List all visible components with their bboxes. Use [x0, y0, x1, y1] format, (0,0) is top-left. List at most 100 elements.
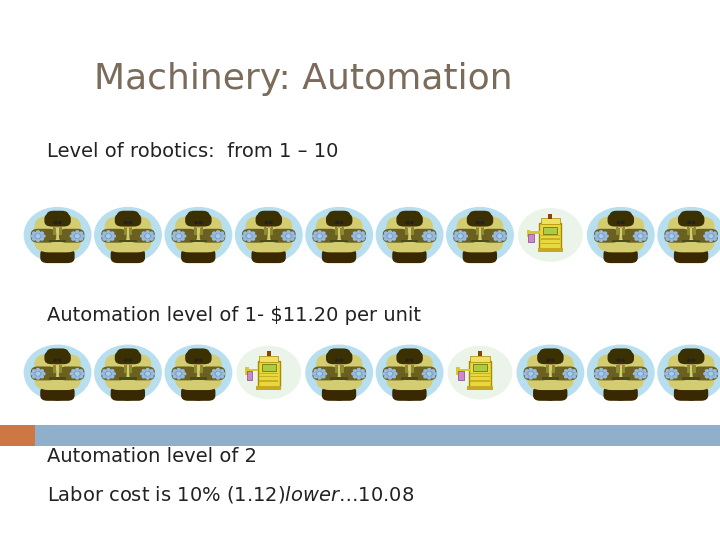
FancyBboxPatch shape	[42, 237, 63, 260]
Ellipse shape	[24, 345, 91, 400]
Ellipse shape	[544, 356, 557, 364]
FancyBboxPatch shape	[45, 351, 71, 364]
Circle shape	[248, 235, 251, 238]
Circle shape	[706, 232, 708, 234]
Circle shape	[140, 373, 143, 375]
Circle shape	[666, 376, 669, 378]
Circle shape	[634, 235, 636, 237]
Circle shape	[363, 373, 366, 375]
Circle shape	[72, 370, 75, 372]
Circle shape	[54, 359, 57, 361]
Circle shape	[599, 373, 603, 375]
Circle shape	[177, 373, 181, 375]
Circle shape	[432, 376, 435, 378]
Circle shape	[357, 239, 360, 241]
FancyBboxPatch shape	[114, 351, 141, 364]
Circle shape	[667, 232, 677, 240]
Ellipse shape	[122, 356, 134, 364]
FancyBboxPatch shape	[403, 386, 427, 401]
FancyBboxPatch shape	[456, 369, 469, 372]
Circle shape	[432, 232, 435, 234]
FancyBboxPatch shape	[259, 381, 279, 382]
Circle shape	[432, 238, 435, 240]
Circle shape	[143, 232, 145, 234]
Circle shape	[107, 231, 109, 233]
Ellipse shape	[165, 207, 232, 262]
Ellipse shape	[95, 207, 161, 262]
Circle shape	[644, 373, 647, 375]
Circle shape	[595, 376, 598, 378]
FancyBboxPatch shape	[122, 248, 145, 263]
FancyBboxPatch shape	[125, 363, 130, 366]
Circle shape	[464, 235, 467, 237]
Circle shape	[253, 235, 256, 237]
Circle shape	[674, 376, 677, 378]
Circle shape	[455, 232, 465, 240]
Circle shape	[111, 232, 114, 234]
FancyBboxPatch shape	[612, 240, 630, 242]
FancyBboxPatch shape	[185, 213, 212, 226]
Circle shape	[428, 373, 431, 375]
Circle shape	[600, 368, 603, 370]
Circle shape	[58, 359, 61, 361]
Circle shape	[354, 238, 356, 240]
Circle shape	[220, 238, 223, 240]
FancyBboxPatch shape	[35, 354, 81, 390]
FancyBboxPatch shape	[678, 351, 704, 364]
Circle shape	[666, 238, 669, 240]
FancyBboxPatch shape	[266, 225, 271, 228]
Circle shape	[222, 373, 225, 375]
Circle shape	[71, 235, 73, 237]
FancyBboxPatch shape	[615, 248, 638, 263]
Circle shape	[111, 376, 114, 378]
Circle shape	[111, 238, 114, 240]
Circle shape	[670, 235, 673, 238]
FancyBboxPatch shape	[251, 248, 275, 263]
Circle shape	[172, 235, 175, 237]
FancyBboxPatch shape	[464, 237, 485, 260]
Circle shape	[410, 359, 413, 361]
FancyBboxPatch shape	[605, 374, 626, 398]
Circle shape	[102, 235, 104, 237]
Circle shape	[666, 370, 669, 372]
FancyBboxPatch shape	[474, 237, 496, 260]
FancyBboxPatch shape	[46, 211, 69, 225]
Circle shape	[72, 376, 75, 378]
FancyBboxPatch shape	[541, 243, 560, 244]
FancyBboxPatch shape	[405, 237, 426, 260]
Circle shape	[287, 239, 290, 241]
FancyBboxPatch shape	[387, 354, 433, 390]
FancyBboxPatch shape	[334, 237, 355, 260]
Circle shape	[361, 376, 364, 378]
Circle shape	[392, 376, 395, 378]
Circle shape	[220, 376, 223, 378]
Circle shape	[596, 232, 606, 240]
Ellipse shape	[685, 356, 697, 364]
FancyBboxPatch shape	[541, 239, 560, 240]
FancyBboxPatch shape	[42, 374, 63, 398]
Ellipse shape	[377, 345, 443, 400]
Ellipse shape	[685, 219, 697, 226]
FancyBboxPatch shape	[264, 227, 268, 235]
Circle shape	[103, 232, 114, 240]
Ellipse shape	[658, 207, 720, 262]
FancyBboxPatch shape	[401, 240, 418, 242]
FancyBboxPatch shape	[458, 372, 464, 380]
FancyBboxPatch shape	[680, 211, 703, 225]
Circle shape	[252, 238, 255, 240]
FancyBboxPatch shape	[476, 227, 479, 235]
Circle shape	[599, 235, 603, 238]
Circle shape	[143, 376, 145, 378]
FancyBboxPatch shape	[453, 229, 479, 242]
Circle shape	[709, 377, 712, 379]
Circle shape	[639, 239, 642, 241]
FancyBboxPatch shape	[674, 386, 697, 401]
FancyBboxPatch shape	[335, 227, 338, 235]
FancyBboxPatch shape	[328, 348, 351, 362]
Circle shape	[107, 239, 109, 241]
Circle shape	[217, 231, 220, 233]
FancyBboxPatch shape	[101, 367, 127, 380]
Circle shape	[706, 376, 708, 378]
Circle shape	[572, 376, 575, 378]
Circle shape	[336, 221, 338, 224]
